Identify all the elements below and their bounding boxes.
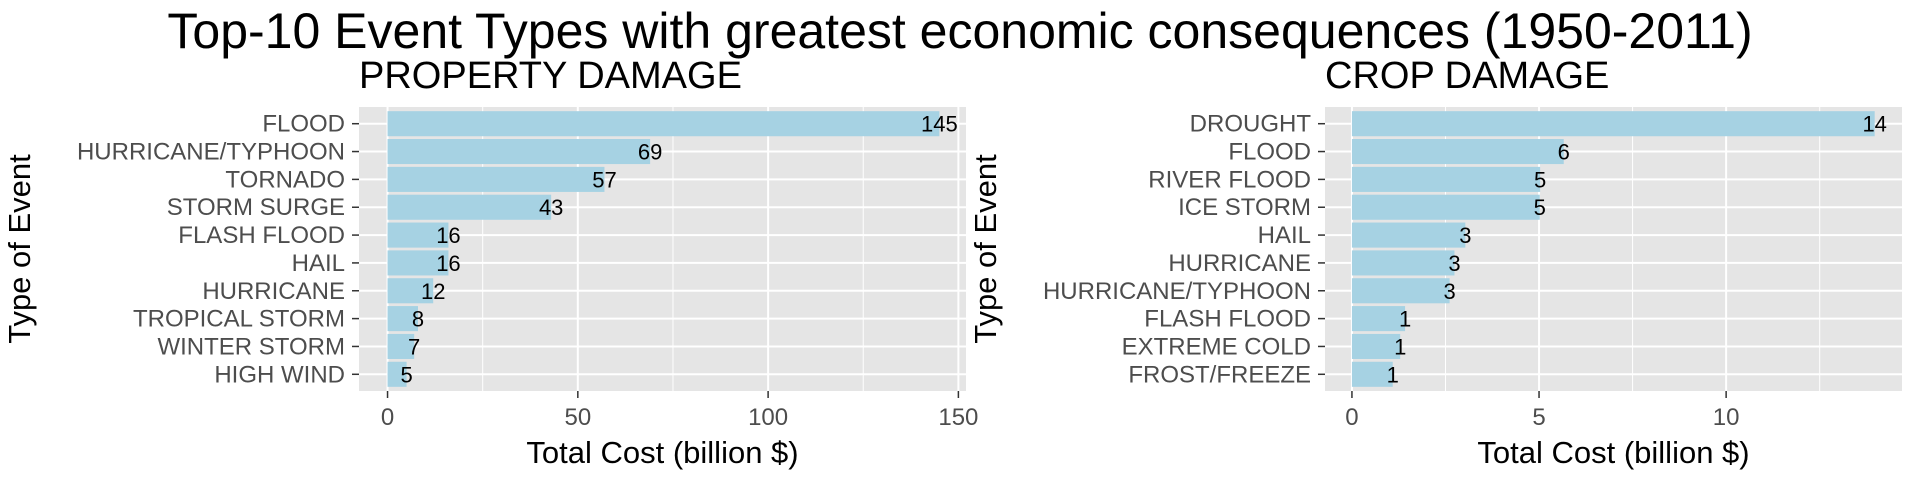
property-value-label-tornado: 57 [592, 167, 616, 192]
property-bar-hurricane-typhoon [387, 139, 651, 165]
crop-category-label-extreme-cold: EXTREME COLD [1122, 333, 1311, 360]
property-bar-flash-flood [387, 222, 449, 248]
property-category-label-flash-flood: FLASH FLOOD [178, 222, 345, 249]
property-category-label-high-wind: HIGH WIND [214, 361, 345, 388]
crop-category-label-flash-flood: FLASH FLOOD [1144, 306, 1311, 333]
crop-category-label-hail: HAIL [1258, 222, 1311, 249]
crop-bar-flood [1351, 139, 1564, 165]
crop-bar-hurricane-typhoon [1351, 278, 1450, 304]
property-value-label-flood: 145 [921, 112, 958, 137]
property-value-label-hurricane-typhoon: 69 [638, 140, 662, 165]
crop-x-axis-title: Total Cost (billion $) [1477, 435, 1749, 470]
property-category-label-tornado: TORNADO [225, 166, 345, 193]
crop-category-label-ice-storm: ICE STORM [1178, 194, 1311, 221]
property-x-tick-label: 0 [381, 404, 394, 431]
property-value-label-storm-surge: 43 [539, 195, 563, 220]
crop-value-label-extreme-cold: 1 [1394, 334, 1406, 359]
crop-value-label-frost-freeze: 1 [1387, 362, 1399, 387]
crop-x-tick-label: 10 [1713, 404, 1740, 431]
property-value-label-winter-storm: 7 [408, 334, 420, 359]
crop-panel-title: CROP DAMAGE [1325, 55, 1609, 97]
crop-value-label-river-flood: 5 [1534, 167, 1546, 192]
crop-damage-panel: 14 DROUGHT 6 FLOOD 5 RIVER FLOOD 5 ICE STORM 3 HA… [968, 55, 1902, 470]
crop-bar-hail [1351, 222, 1466, 248]
crop-bar-extreme-cold [1351, 333, 1401, 359]
crop-category-label-hurricane-typhoon: HURRICANE/TYPHOON [1043, 278, 1311, 305]
property-value-label-hurricane: 12 [421, 279, 445, 304]
crop-value-label-hurricane-typhoon: 3 [1443, 279, 1455, 304]
property-category-label-storm-surge: STORM SURGE [167, 194, 345, 221]
crop-category-label-flood: FLOOD [1228, 139, 1311, 166]
property-bar-winter-storm [387, 333, 415, 359]
chart-main-title: Top-10 Event Types with greatest economi… [167, 3, 1753, 59]
crop-category-label-river-flood: RIVER FLOOD [1148, 166, 1311, 193]
property-bar-flood [387, 111, 940, 137]
crop-x-tick-label: 5 [1532, 404, 1545, 431]
crop-value-label-ice-storm: 5 [1534, 195, 1546, 220]
crop-value-label-flood: 6 [1558, 140, 1570, 165]
property-category-label-hurricane: HURRICANE [202, 278, 345, 305]
crop-bar-flash-flood [1351, 306, 1406, 332]
crop-category-label-frost-freeze: FROST/FREEZE [1128, 361, 1311, 388]
property-bar-hail [387, 250, 449, 276]
crop-value-label-drought: 14 [1862, 112, 1886, 137]
property-bar-high-wind [387, 361, 407, 387]
property-category-label-winter-storm: WINTER STORM [157, 333, 345, 360]
property-damage-panel: 145FLOOD69HURRICANE/TYPHOON57TORNADO43ST… [2, 55, 978, 470]
crop-value-label-hurricane: 3 [1448, 251, 1460, 276]
property-category-label-hurricane-typhoon: HURRICANE/TYPHOON [77, 139, 345, 166]
crop-bar-drought [1351, 111, 1875, 137]
property-category-label-tropical-storm: TROPICAL STORM [133, 306, 345, 333]
property-value-label-tropical-storm: 8 [412, 307, 424, 332]
property-panel-title: PROPERTY DAMAGE [359, 55, 742, 97]
crop-x-tick-label: 0 [1345, 404, 1358, 431]
property-bar-tropical-storm [387, 306, 418, 332]
crop-value-label-flash-flood: 1 [1399, 307, 1411, 332]
crop-category-label-drought: DROUGHT [1190, 111, 1312, 138]
property-category-label-hail: HAIL [292, 250, 345, 277]
property-bar-tornado [387, 166, 605, 192]
crop-value-label-hail: 3 [1459, 223, 1471, 248]
crop-category-label-hurricane: HURRICANE [1168, 250, 1311, 277]
property-value-label-hail: 16 [436, 251, 460, 276]
property-value-label-flash-flood: 16 [436, 223, 460, 248]
property-y-axis-title: Type of Event [2, 154, 37, 344]
property-x-tick-label: 150 [938, 404, 978, 431]
property-category-label-flood: FLOOD [262, 111, 345, 138]
property-x-axis-title: Total Cost (billion $) [526, 435, 798, 470]
crop-y-axis-title: Type of Event [968, 154, 1003, 344]
property-bar-storm-surge [387, 194, 552, 220]
crop-bar-ice-storm [1351, 194, 1540, 220]
crop-bar-frost-freeze [1351, 361, 1393, 387]
property-x-tick-label: 50 [564, 404, 591, 431]
crop-bar-hurricane [1351, 250, 1455, 276]
property-x-tick-label: 100 [748, 404, 788, 431]
crop-bar-river-flood [1351, 166, 1541, 192]
property-bar-hurricane [387, 278, 434, 304]
property-value-label-high-wind: 5 [400, 362, 412, 387]
